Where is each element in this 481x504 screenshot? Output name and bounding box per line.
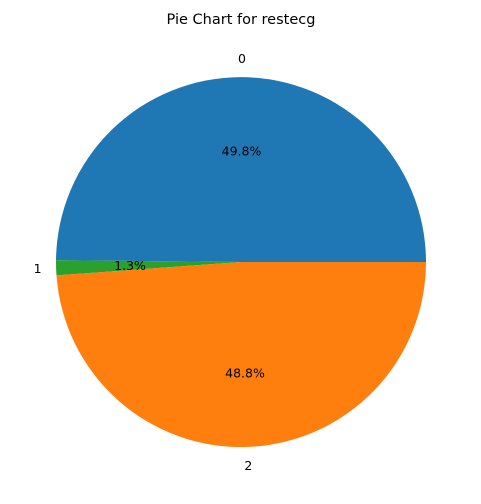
chart-title: Pie Chart for restecg bbox=[167, 12, 316, 28]
slice-percent-2: 48.8% bbox=[225, 365, 265, 380]
slice-percent-0: 49.8% bbox=[222, 144, 262, 159]
pie-slices bbox=[56, 77, 426, 447]
slice-label-2: 2 bbox=[244, 458, 252, 473]
pie-slice-0 bbox=[56, 77, 426, 262]
slice-percent-1: 1.3% bbox=[114, 258, 146, 273]
pie-slice-2 bbox=[56, 262, 426, 447]
slice-label-1: 1 bbox=[34, 261, 42, 276]
slice-label-0: 0 bbox=[238, 51, 246, 66]
